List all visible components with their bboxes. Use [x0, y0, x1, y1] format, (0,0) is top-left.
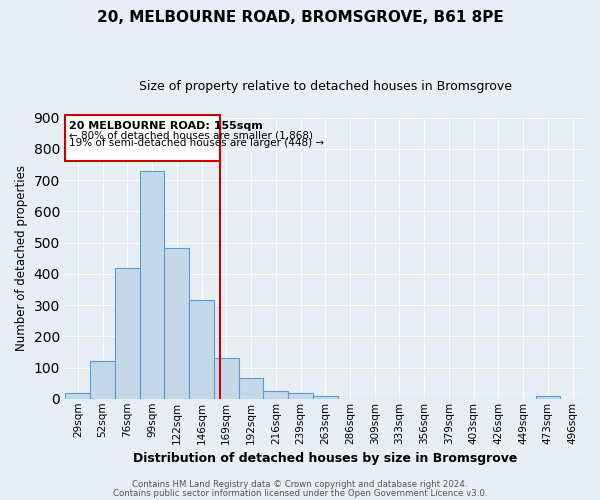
Title: Size of property relative to detached houses in Bromsgrove: Size of property relative to detached ho…	[139, 80, 512, 93]
Bar	[115, 268, 140, 399]
Bar	[239, 378, 263, 399]
Bar	[263, 391, 288, 399]
Bar	[214, 358, 239, 399]
Y-axis label: Number of detached properties: Number of detached properties	[15, 166, 28, 352]
Bar	[140, 171, 164, 399]
Text: 20 MELBOURNE ROAD: 155sqm: 20 MELBOURNE ROAD: 155sqm	[69, 121, 263, 131]
Text: Contains HM Land Registry data © Crown copyright and database right 2024.: Contains HM Land Registry data © Crown c…	[132, 480, 468, 489]
Bar	[313, 396, 338, 399]
Text: ← 80% of detached houses are smaller (1,868): ← 80% of detached houses are smaller (1,…	[69, 130, 313, 140]
Bar	[90, 360, 115, 399]
Text: Contains public sector information licensed under the Open Government Licence v3: Contains public sector information licen…	[113, 488, 487, 498]
Bar	[288, 392, 313, 399]
Text: 19% of semi-detached houses are larger (448) →: 19% of semi-detached houses are larger (…	[69, 138, 325, 148]
X-axis label: Distribution of detached houses by size in Bromsgrove: Distribution of detached houses by size …	[133, 452, 517, 465]
Text: 20, MELBOURNE ROAD, BROMSGROVE, B61 8PE: 20, MELBOURNE ROAD, BROMSGROVE, B61 8PE	[97, 10, 503, 25]
Bar	[164, 248, 189, 399]
Bar	[536, 396, 560, 399]
Bar	[65, 392, 90, 399]
Bar	[65, 114, 220, 162]
Bar	[189, 300, 214, 399]
